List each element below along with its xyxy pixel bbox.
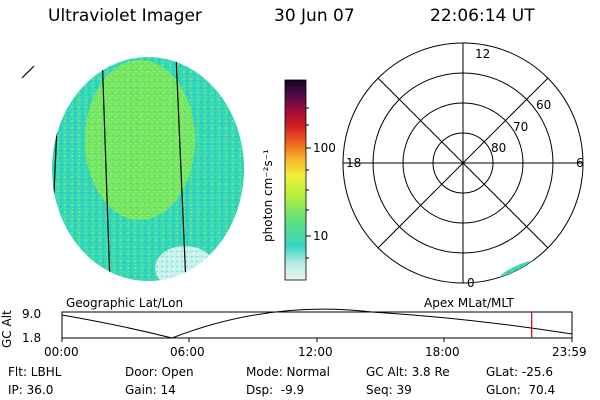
mlt-label-6: 6 [576,156,584,170]
altitude-axis-label: GC Alt [0,310,14,348]
time-tick-0000: 00:00 [44,345,79,359]
observation-date: 30 Jun 07 [274,6,355,26]
earth-disk-image [21,57,244,281]
time-tick-0600: 06:00 [170,345,205,359]
dsp-field: Dsp: -9.9 [246,383,305,397]
observation-time: 22:06:14 UT [430,6,535,26]
lat-label-70: 70 [513,120,529,134]
sequence-field: Seq: 39 [366,383,412,397]
gain-field: Gain: 14 [125,383,176,397]
mode-field: Mode: Normal [246,365,330,379]
instrument-title: Ultraviolet Imager [48,6,202,26]
left-panel-title: Geographic Lat/Lon [66,296,184,310]
colorbar-tick-100: 100 [313,141,336,155]
altitude-tick-min: 1.8 [22,331,42,345]
time-tick-1800: 18:00 [425,345,460,359]
altitude-tick-max: 9.0 [22,307,42,321]
mlt-label-0: 0 [467,276,475,290]
ip-field: IP: 36.0 [8,383,54,397]
filter-field: Flt: LBHL [8,365,62,379]
lat-label-80: 80 [491,141,507,155]
door-field: Door: Open [125,365,194,379]
colorbar-unit-label: photon cm⁻²s⁻¹ [261,149,275,242]
time-tick-2359: 23:59 [552,345,587,359]
time-tick-1200: 12:00 [298,345,333,359]
glon-field: GLon: 70.4 [486,383,556,397]
color-scale-bar [284,79,311,281]
lat-label-60: 60 [536,98,552,112]
polar-mlat-mlt-plot [342,42,584,284]
mlt-label-12: 12 [475,47,491,61]
glat-field: GLat: -25.6 [486,365,553,379]
right-panel-title: Apex MLat/MLT [424,296,514,310]
gc-altitude-field: GC Alt: 3.8 Re [366,365,450,379]
altitude-timeline [61,308,573,342]
mlt-label-18: 18 [346,156,362,170]
colorbar-tick-10: 10 [313,229,329,243]
